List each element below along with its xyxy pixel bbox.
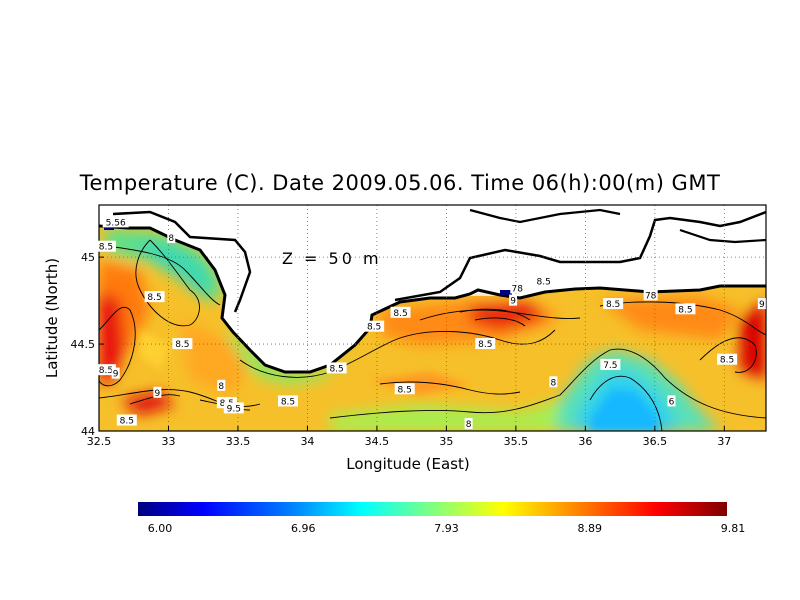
x-tick-label: 36.5 bbox=[643, 435, 668, 448]
x-tick-label: 33.5 bbox=[226, 435, 251, 448]
contour-label: 8.5 bbox=[147, 293, 161, 303]
temperature-field bbox=[99, 205, 766, 431]
plot-frame bbox=[98, 204, 767, 432]
contour-label-bg bbox=[464, 418, 473, 430]
contour-label: 8 bbox=[168, 234, 174, 244]
contour-label: 8.5 bbox=[678, 305, 692, 315]
contour-label-bg bbox=[116, 414, 137, 426]
contour-label-bg bbox=[643, 289, 658, 301]
contour-label: 8.5 bbox=[606, 300, 620, 310]
contour-label-bg bbox=[390, 306, 411, 318]
contour-label-bg bbox=[533, 275, 554, 287]
x-tick-label: 36 bbox=[578, 435, 592, 448]
contour-label: 9 bbox=[113, 370, 119, 380]
contour-label-bg bbox=[217, 379, 226, 391]
depth-label: Z = 50 m bbox=[282, 249, 382, 268]
contour-label-bg bbox=[364, 320, 385, 332]
contour-label-bg bbox=[111, 367, 120, 379]
contour-label-bg bbox=[667, 395, 676, 407]
x-axis-label: Longitude (East) bbox=[346, 455, 469, 473]
y-tick-label: 44.5 bbox=[71, 338, 96, 351]
contour-label: 8.5 bbox=[367, 323, 381, 333]
contour-label: 8.5 bbox=[329, 364, 343, 374]
contour-label-bg bbox=[600, 358, 621, 370]
contour-label: 8.5 bbox=[720, 356, 734, 366]
contour-label-bg bbox=[144, 291, 165, 303]
contour-label-bg bbox=[172, 338, 193, 350]
x-tick-label: 34.5 bbox=[365, 435, 390, 448]
contour-label: 8 bbox=[466, 420, 472, 430]
y-tick-label: 45 bbox=[81, 251, 95, 264]
contour-label: 8.5 bbox=[478, 340, 492, 350]
isotherms bbox=[99, 239, 766, 431]
contour-label-bg bbox=[394, 383, 415, 395]
contour-labels: 5.5688.58.58.58.5998.58.59.588.58.58.58.… bbox=[95, 216, 766, 430]
contour-label-bg bbox=[475, 338, 496, 350]
contour-label-bg bbox=[509, 294, 518, 306]
contour-label: 8.5 bbox=[393, 309, 407, 319]
contour-label: 8 bbox=[551, 378, 557, 388]
contour-label: 6 bbox=[669, 397, 675, 407]
colorbar-label: 9.81 bbox=[721, 522, 746, 535]
contour-label: 8 bbox=[218, 382, 224, 392]
contour-label-bg bbox=[326, 362, 347, 374]
contour-label: 9.5 bbox=[227, 404, 241, 414]
x-tick-label: 34 bbox=[300, 435, 314, 448]
contour-label: 78 bbox=[645, 291, 657, 301]
contour-label: 8.5 bbox=[398, 385, 412, 395]
x-tick-label: 35 bbox=[439, 435, 453, 448]
colorbar bbox=[138, 502, 727, 516]
contour-label-bg bbox=[757, 298, 766, 310]
contour-label: 8.5 bbox=[281, 397, 295, 407]
contour-label: 7.5 bbox=[603, 361, 617, 371]
colorbar-label: 7.93 bbox=[434, 522, 459, 535]
contour-label-bg bbox=[549, 376, 558, 388]
contour-label-bg bbox=[717, 353, 738, 365]
colorbar-label: 6.00 bbox=[148, 522, 173, 535]
colorbar-labels: 6.00 6.96 7.93 8.89 9.81 bbox=[148, 522, 746, 535]
x-tick-label: 33 bbox=[161, 435, 175, 448]
contour-label-bg bbox=[510, 282, 525, 294]
x-axis-ticks: 32.5 33 33.5 34 34.5 35 35.5 36 36.5 37 bbox=[87, 426, 731, 448]
colorbar-label: 6.96 bbox=[291, 522, 316, 535]
plot-title: Temperature (C). Date 2009.05.06. Time 0… bbox=[79, 171, 721, 195]
contour-label-bg bbox=[167, 232, 176, 244]
contour-label-bg bbox=[603, 298, 624, 310]
x-tick-label: 37 bbox=[717, 435, 731, 448]
x-tick-label: 32.5 bbox=[87, 435, 112, 448]
y-axis-ticks: 44 44.5 45 bbox=[71, 251, 104, 438]
y-tick-label: 44 bbox=[81, 425, 95, 438]
contour-label: 8.5 bbox=[537, 277, 551, 287]
contour-label: 78 bbox=[512, 284, 524, 294]
crimea-land bbox=[99, 205, 766, 372]
contour-label-bg bbox=[102, 216, 129, 228]
contour-label-bg bbox=[277, 395, 298, 407]
x-tick-label: 35.5 bbox=[504, 435, 529, 448]
contour-label-bg bbox=[95, 364, 116, 376]
contour-label: 5.56 bbox=[106, 218, 126, 228]
contour-label: 8.5 bbox=[175, 340, 189, 350]
contour-label-bg bbox=[675, 303, 696, 315]
contour-label: 9 bbox=[510, 297, 516, 307]
contour-label-bg bbox=[223, 402, 244, 414]
grid bbox=[99, 205, 766, 431]
contour-label: 9 bbox=[154, 389, 160, 399]
contour-label: 8.5 bbox=[99, 366, 113, 376]
contour-label: 9 bbox=[759, 300, 765, 310]
contour-label: 8.5 bbox=[120, 417, 134, 427]
y-axis-label: Latitude (North) bbox=[43, 258, 61, 378]
colorbar-label: 8.89 bbox=[578, 522, 603, 535]
contour-label-bg bbox=[95, 240, 116, 252]
contour-label: 8.5 bbox=[99, 243, 113, 253]
contour-label-bg bbox=[153, 386, 162, 398]
